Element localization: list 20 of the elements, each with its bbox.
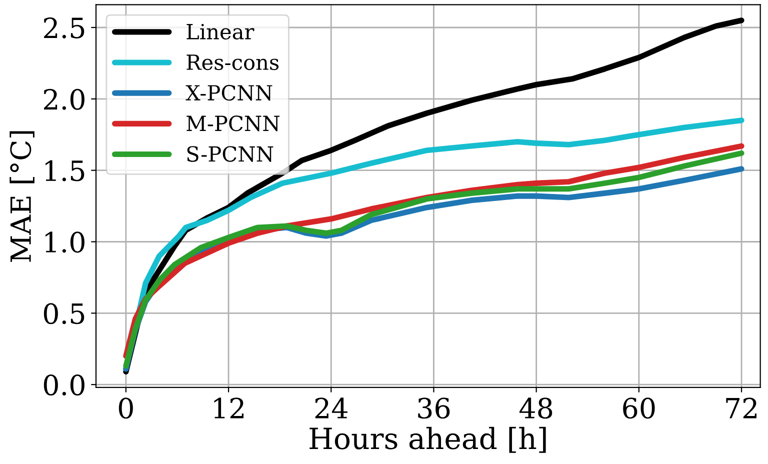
x-tick-label: 12 (214, 398, 244, 418)
x-tick-label: 24 (315, 398, 348, 418)
x-tick-label: 60 (623, 398, 655, 419)
y-axis-title: MAE [°C] (10, 131, 34, 262)
legend-label: S-PCNN (187, 146, 274, 162)
legend-label: M-PCNN (186, 115, 280, 132)
x-tick-label: 0 (118, 398, 133, 419)
x-axis-title: Hours ahead [h] (310, 426, 546, 453)
legend-label: Res-cons (186, 54, 279, 70)
legend-label: Linear (186, 24, 254, 40)
legend-label: X-PCNN (186, 84, 272, 101)
x-tick-label: 72 (726, 398, 756, 418)
y-tick-label: 0.5 (44, 303, 84, 324)
y-tick-label: 2.5 (44, 17, 84, 38)
y-tick-label: 1.5 (45, 160, 84, 182)
x-tick-label: 48 (519, 398, 552, 419)
y-tick-label: 1.0 (45, 232, 84, 253)
y-tick-label: 0.0 (44, 374, 84, 396)
x-tick-label: 36 (418, 398, 450, 419)
y-tick-label: 2.0 (44, 88, 84, 110)
